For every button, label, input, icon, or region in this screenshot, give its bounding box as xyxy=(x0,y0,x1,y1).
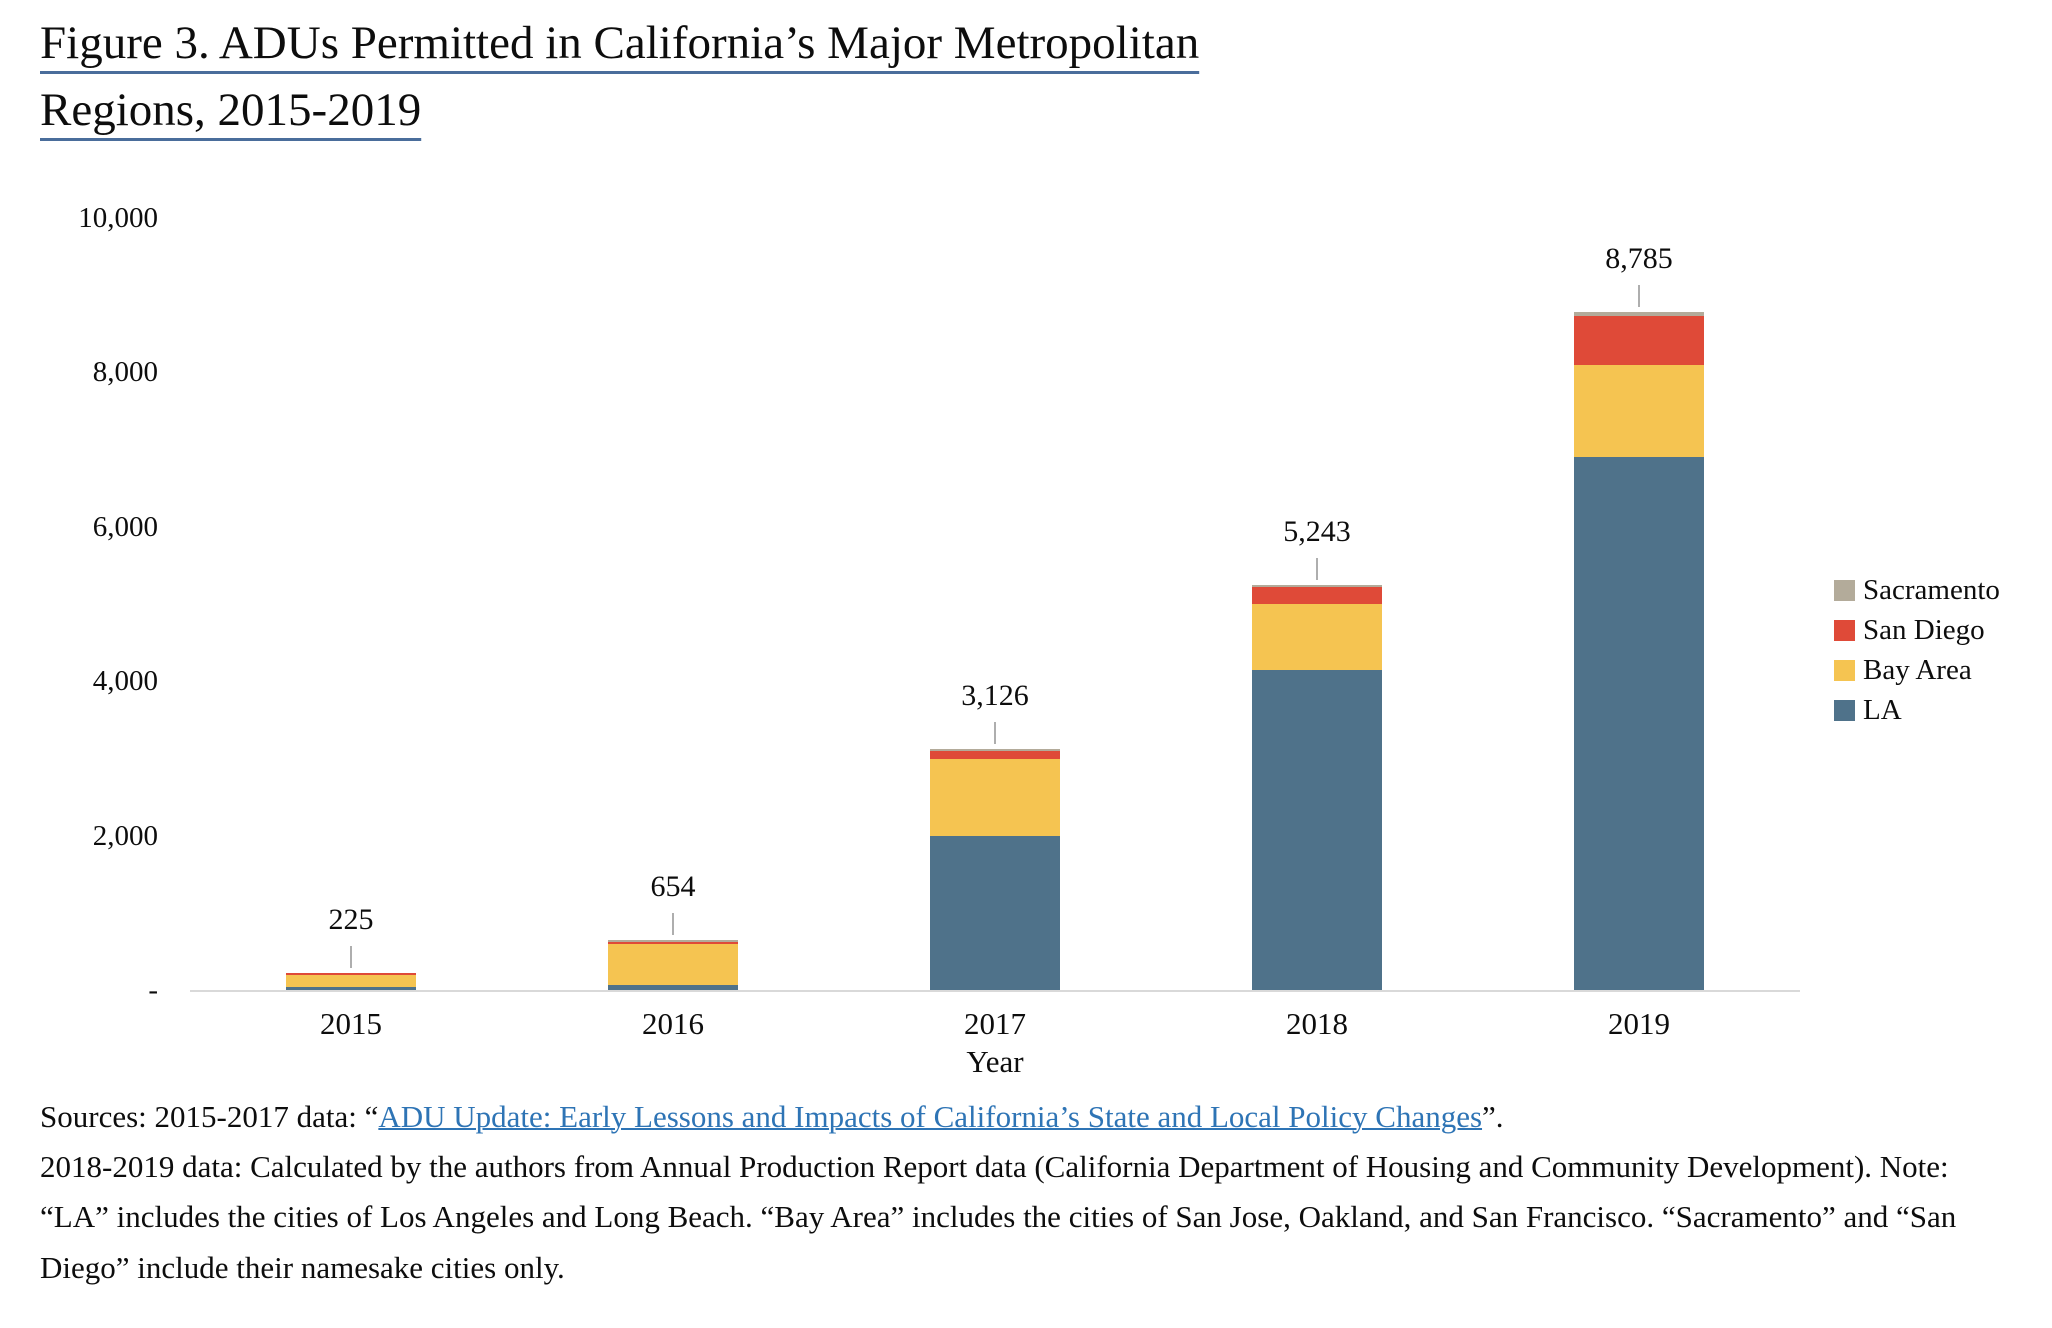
figure-title: Figure 3. ADUs Permitted in California’s… xyxy=(40,10,1199,143)
x-tick-label: 2015 xyxy=(320,1006,382,1041)
bar-segment-san-diego xyxy=(930,751,1060,760)
legend-item-la: LA xyxy=(1834,690,2000,730)
label-leader-line xyxy=(672,912,674,935)
bar-segment-sacramento xyxy=(930,748,1060,752)
bar-total-label: 8,785 xyxy=(1605,241,1673,275)
bar-segment-la xyxy=(930,835,1060,990)
legend-label: San Diego xyxy=(1863,613,1985,646)
bar-total-label: 3,126 xyxy=(961,678,1029,712)
bar-segment-la xyxy=(608,985,738,990)
y-tick-label: 6,000 xyxy=(92,510,158,543)
bar-segment-bay-area xyxy=(930,759,1060,836)
legend-label: Sacramento xyxy=(1863,573,2000,606)
legend-swatch-san-diego xyxy=(1834,619,1855,641)
x-tick-label: 2017 xyxy=(964,1006,1026,1041)
bar-total-label: 5,243 xyxy=(1283,515,1351,549)
legend-item-bay-area: Bay Area xyxy=(1834,650,2000,690)
bar-segment-sacramento xyxy=(608,939,738,942)
y-tick-label: 10,000 xyxy=(78,202,158,234)
sources-body-text: 2018-2019 data: Calculated by the author… xyxy=(40,1149,1957,1285)
bar-total-label: 225 xyxy=(328,902,374,936)
sources-note: Sources: 2015-2017 data: “ADU Update: Ea… xyxy=(40,1092,2016,1293)
bar-segment-la xyxy=(1574,457,1704,990)
bar-segment-san-diego xyxy=(286,973,416,975)
sources-after-link-text: ”. xyxy=(1482,1099,1504,1134)
y-tick-label: - xyxy=(148,974,158,1006)
legend-label: LA xyxy=(1863,693,1902,726)
bar-2017 xyxy=(930,748,1060,990)
bar-segment-bay-area xyxy=(608,943,738,986)
plot-area xyxy=(190,218,1800,992)
x-tick-label: 2018 xyxy=(1286,1006,1348,1041)
bar-segment-sacramento xyxy=(286,972,416,974)
bar-segment-sacramento xyxy=(1574,311,1704,317)
x-axis-title: Year xyxy=(966,1044,1024,1079)
bar-segment-san-diego xyxy=(608,941,738,944)
chart-legend: Sacramento San Diego Bay Area LA xyxy=(1834,570,2000,730)
y-tick-label: 4,000 xyxy=(92,665,158,698)
bar-segment-bay-area xyxy=(1252,603,1382,670)
x-tick-label: 2019 xyxy=(1608,1006,1670,1041)
bar-segment-sacramento xyxy=(1252,585,1382,588)
bar-segment-san-diego xyxy=(1574,316,1704,366)
bar-segment-san-diego xyxy=(1252,587,1382,604)
legend-label: Bay Area xyxy=(1863,653,1972,686)
figure-title-line-2: Regions, 2015-2019 xyxy=(40,83,422,136)
legend-swatch-la xyxy=(1834,699,1855,721)
label-leader-line xyxy=(1316,558,1318,581)
legend-item-san-diego: San Diego xyxy=(1834,610,2000,650)
legend-swatch-bay-area xyxy=(1834,659,1855,681)
sources-lead-text: Sources: 2015-2017 data: “ xyxy=(40,1099,379,1134)
bar-2019 xyxy=(1574,311,1704,990)
y-tick-label: 2,000 xyxy=(92,819,158,852)
bar-segment-la xyxy=(286,986,416,990)
y-tick-label: 8,000 xyxy=(92,356,158,389)
legend-item-sacramento: Sacramento xyxy=(1834,570,2000,610)
figure-title-line-1: Figure 3. ADUs Permitted in California’s… xyxy=(40,17,1200,69)
bar-segment-bay-area xyxy=(286,974,416,987)
label-leader-line xyxy=(1638,284,1640,307)
x-tick-label: 2016 xyxy=(642,1006,704,1041)
bar-total-label: 654 xyxy=(650,869,696,903)
bar-2018 xyxy=(1252,585,1382,990)
label-leader-line xyxy=(350,945,352,968)
legend-swatch-sacramento xyxy=(1834,579,1855,601)
bar-2016 xyxy=(608,939,738,990)
bar-segment-la xyxy=(1252,669,1382,990)
adu-update-report-link[interactable]: ADU Update: Early Lessons and Impacts of… xyxy=(378,1099,1483,1134)
label-leader-line xyxy=(994,721,996,744)
bar-2015 xyxy=(286,972,416,990)
bar-segment-bay-area xyxy=(1574,365,1704,458)
